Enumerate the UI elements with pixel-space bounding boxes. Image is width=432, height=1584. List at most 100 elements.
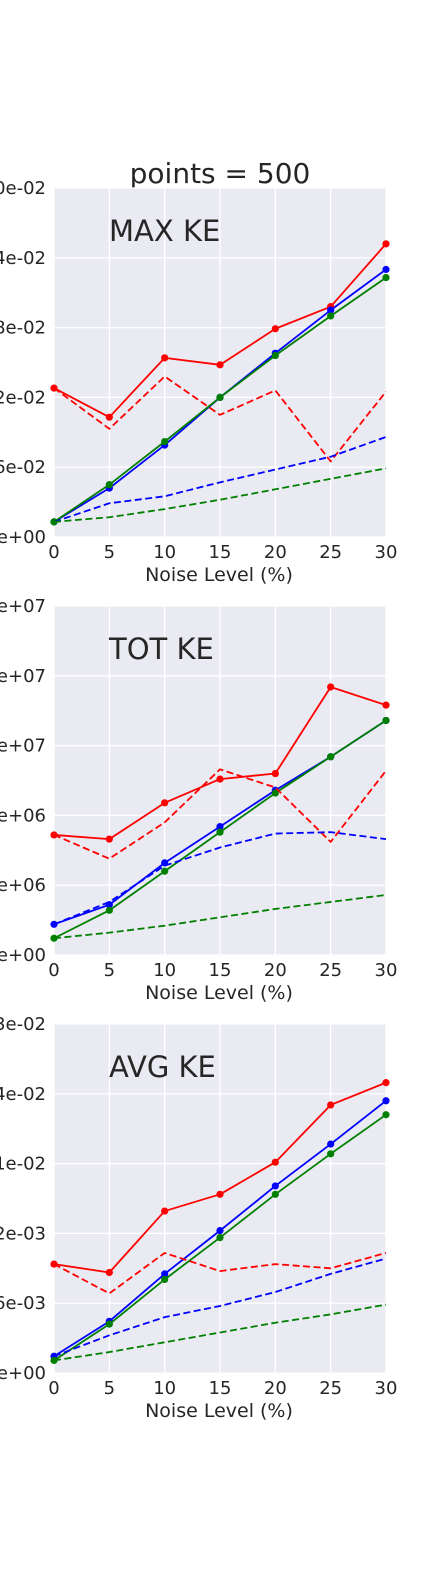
avg-ke-series-5-line (53, 1257, 387, 1358)
avg-ke-y-tick-label: 2e-03 (0, 1223, 46, 1244)
max-ke-y-tick-label: 8e-02 (0, 318, 46, 339)
max-ke-series-2-point (382, 265, 390, 274)
avg-ke-series-4-line (53, 1252, 387, 1295)
tot-ke-x-tick-label: 15 (209, 960, 232, 981)
max-ke-x-tick-label: 0 (48, 542, 59, 563)
max-ke-series-1-point (105, 413, 113, 421)
max-ke-y-tick-label: 2e-02 (0, 387, 46, 408)
max-ke-y-tick-label: 4e-02 (0, 248, 46, 269)
max-ke-x-tick-label: 20 (264, 542, 287, 563)
avg-ke-x-tick-label: 15 (209, 1378, 232, 1399)
max-ke-series-3-point (105, 481, 113, 489)
tot-ke-panel: TOT KE 0 5 10 15 20 25 30 0e+00 5e+06 2e+06 2e+07 4e… (0, 596, 397, 1004)
avg-ke-series-1-point (161, 1207, 169, 1215)
tot-ke-series-1-point (382, 701, 390, 709)
tot-ke-y-tick-label: 4e+07 (0, 666, 46, 687)
tot-ke-x-tick-label: 0 (48, 960, 59, 981)
avg-ke-y-tick-label: 6e-03 (0, 1293, 46, 1314)
avg-ke-series-3-point (216, 1233, 224, 1242)
max-ke-series-1-point (216, 361, 224, 369)
avg-ke-y-tick-label: 1e-02 (0, 1154, 46, 1175)
avg-ke-series-1-point (382, 1079, 390, 1087)
max-ke-x-tick-label: 30 (375, 542, 398, 563)
avg-ke-x-tick-label: 10 (153, 1378, 176, 1399)
tot-ke-y-tick-label: 3e+07 (0, 596, 46, 617)
tot-ke-series-1-point (161, 799, 169, 807)
avg-ke-series-2-point (271, 1182, 279, 1190)
avg-ke-series-3-point (327, 1150, 335, 1158)
max-ke-x-tick-label: 25 (319, 542, 342, 563)
avg-ke-y-tick-label: 4e-02 (0, 1084, 46, 1105)
max-ke-x-tick-label: 5 (104, 542, 115, 563)
tot-ke-x-axis-label: Noise Level (%) (145, 982, 293, 1004)
avg-ke-x-tick-label: 5 (104, 1378, 115, 1399)
max-ke-y-tick-label: 6e-02 (0, 457, 46, 478)
tot-ke-series-6-line (53, 894, 387, 940)
tot-ke-series-4-line (53, 768, 387, 860)
tot-ke-y-tick-label: 2e+07 (0, 736, 46, 757)
tot-ke-x-tick-label: 30 (375, 960, 398, 981)
max-ke-y-tick-label: 0e-02 (0, 178, 46, 199)
tot-ke-series-3-point (271, 789, 279, 797)
tot-ke-x-tick-label: 10 (153, 960, 176, 981)
tot-ke-series-1-point (216, 775, 224, 783)
avg-ke-y-tick-label: 3e-02 (0, 1014, 46, 1035)
tot-ke-series-5-line (53, 831, 387, 926)
avg-ke-series-3-point (271, 1190, 279, 1198)
max-ke-series-3-point (216, 393, 224, 401)
tot-ke-series-1-point (271, 769, 279, 778)
tot-ke-y-tick-label: 2e+06 (0, 805, 46, 826)
max-ke-series-3-point (327, 312, 335, 320)
max-ke-series-3-point (161, 438, 169, 446)
max-ke-x-axis-label: Noise Level (%) (145, 564, 293, 586)
max-ke-series-1-point (382, 240, 390, 248)
tot-ke-panel-label: TOT KE (108, 632, 214, 666)
tot-ke-series-1-point (327, 683, 335, 691)
max-ke-x-tick-label: 10 (153, 542, 176, 563)
avg-ke-x-tick-label: 25 (319, 1378, 342, 1399)
max-ke-series-3-point (382, 273, 390, 282)
avg-ke-x-axis-label: Noise Level (%) (145, 1400, 293, 1422)
max-ke-series-4-line (53, 375, 387, 463)
tot-ke-x-tick-label: 20 (264, 960, 287, 981)
tot-ke-y-tick-label: 0e+00 (0, 945, 46, 966)
avg-ke-x-tick-label: 0 (48, 1378, 59, 1399)
tot-ke-y-tick-label: 5e+06 (0, 875, 46, 896)
avg-ke-series-1-point (105, 1268, 113, 1277)
max-ke-series-2-point (327, 306, 335, 314)
tot-ke-series-3-point (105, 906, 113, 914)
max-ke-panel-label: MAX KE (109, 214, 220, 248)
avg-ke-series-1-point (271, 1158, 279, 1166)
tot-ke-series-3-point (327, 753, 335, 761)
avg-ke-series-2-point (161, 1270, 169, 1278)
max-ke-series-1-point (271, 325, 279, 333)
avg-ke-panel: AVG KE 0 5 10 15 20 25 30 0e+00 6e-03 2e-03 1e-02 4e… (0, 1014, 397, 1422)
avg-ke-y-tick-label: 0e+00 (0, 1363, 46, 1384)
avg-ke-series-3-point (161, 1275, 169, 1284)
avg-ke-series-2-point (216, 1227, 224, 1235)
max-ke-panel: MAX KE 0 5 10 15 20 25 30 0e+00 6e-02 2e-02 8e-02 4e… (0, 178, 397, 586)
max-ke-series-6-line (53, 467, 387, 523)
max-ke-series-5-line (53, 436, 387, 523)
avg-ke-x-tick-label: 20 (264, 1378, 287, 1399)
avg-ke-panel-label: AVG KE (109, 1050, 216, 1084)
avg-ke-series-3-point (382, 1111, 390, 1119)
avg-ke-series-6-line (53, 1303, 387, 1362)
tot-ke-x-tick-label: 25 (319, 960, 342, 981)
avg-ke-series-3-point (105, 1320, 113, 1328)
avg-ke-series-2-point (327, 1140, 335, 1148)
tot-ke-series-2-point (216, 822, 224, 831)
max-ke-y-tick-label: 0e+00 (0, 527, 46, 548)
avg-ke-series-1-point (327, 1101, 335, 1109)
max-ke-x-tick-label: 15 (209, 542, 232, 563)
max-ke-series-1-point (161, 354, 169, 362)
figure-title: points = 500 (130, 157, 311, 190)
tot-ke-x-tick-label: 5 (104, 960, 115, 981)
tot-ke-series-3-point (161, 867, 169, 875)
avg-ke-series-1-point (216, 1190, 224, 1198)
tot-ke-series-1-point (105, 835, 113, 843)
max-ke-series-3-point (271, 351, 279, 360)
tot-ke-series-3-point (216, 828, 224, 836)
tot-ke-series-3-point (382, 716, 390, 725)
